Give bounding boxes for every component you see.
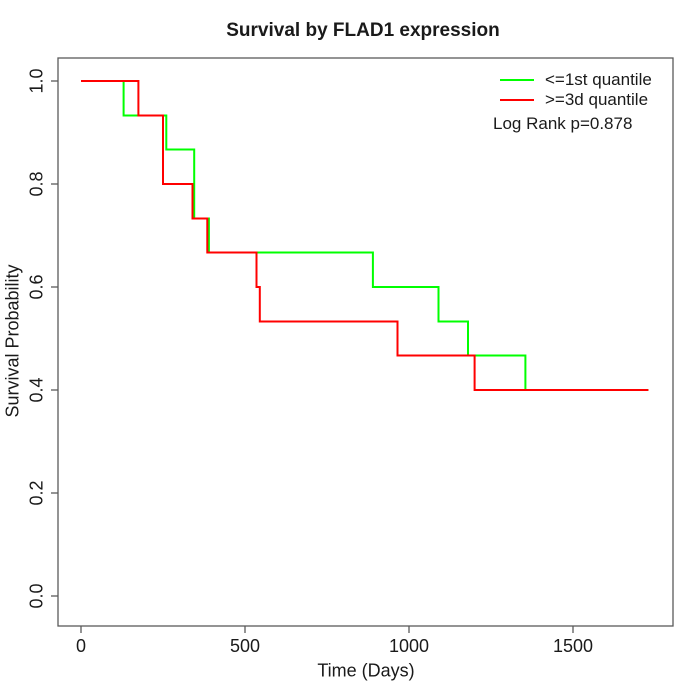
plot-box [57, 57, 674, 627]
y-tick-label: 0.4 [26, 377, 47, 403]
y-tick-label: 0.2 [26, 480, 47, 506]
chart-title: Survival by FLAD1 expression [226, 20, 500, 41]
log-rank-annotation: Log Rank p=0.878 [493, 114, 633, 133]
y-tick-label: 0.8 [26, 171, 47, 197]
x-tick-label: 1000 [388, 636, 430, 656]
x-tick-label: 0 [75, 636, 87, 656]
x-axis-label: Time (Days) [317, 660, 415, 681]
y-axis-label: Survival Probability [2, 264, 23, 418]
y-tick-label: 0.6 [26, 274, 47, 300]
legend-label-first-quantile: <=1st quantile [545, 70, 652, 89]
survival-curve-third-quantile [81, 80, 649, 391]
legend-label-third-quantile: >=3d quantile [545, 90, 649, 109]
x-tick-label: 1500 [552, 636, 594, 656]
y-tick-label: 1.0 [26, 68, 47, 94]
y-tick-label: 0.0 [26, 583, 47, 609]
x-tick-label: 500 [229, 636, 261, 656]
